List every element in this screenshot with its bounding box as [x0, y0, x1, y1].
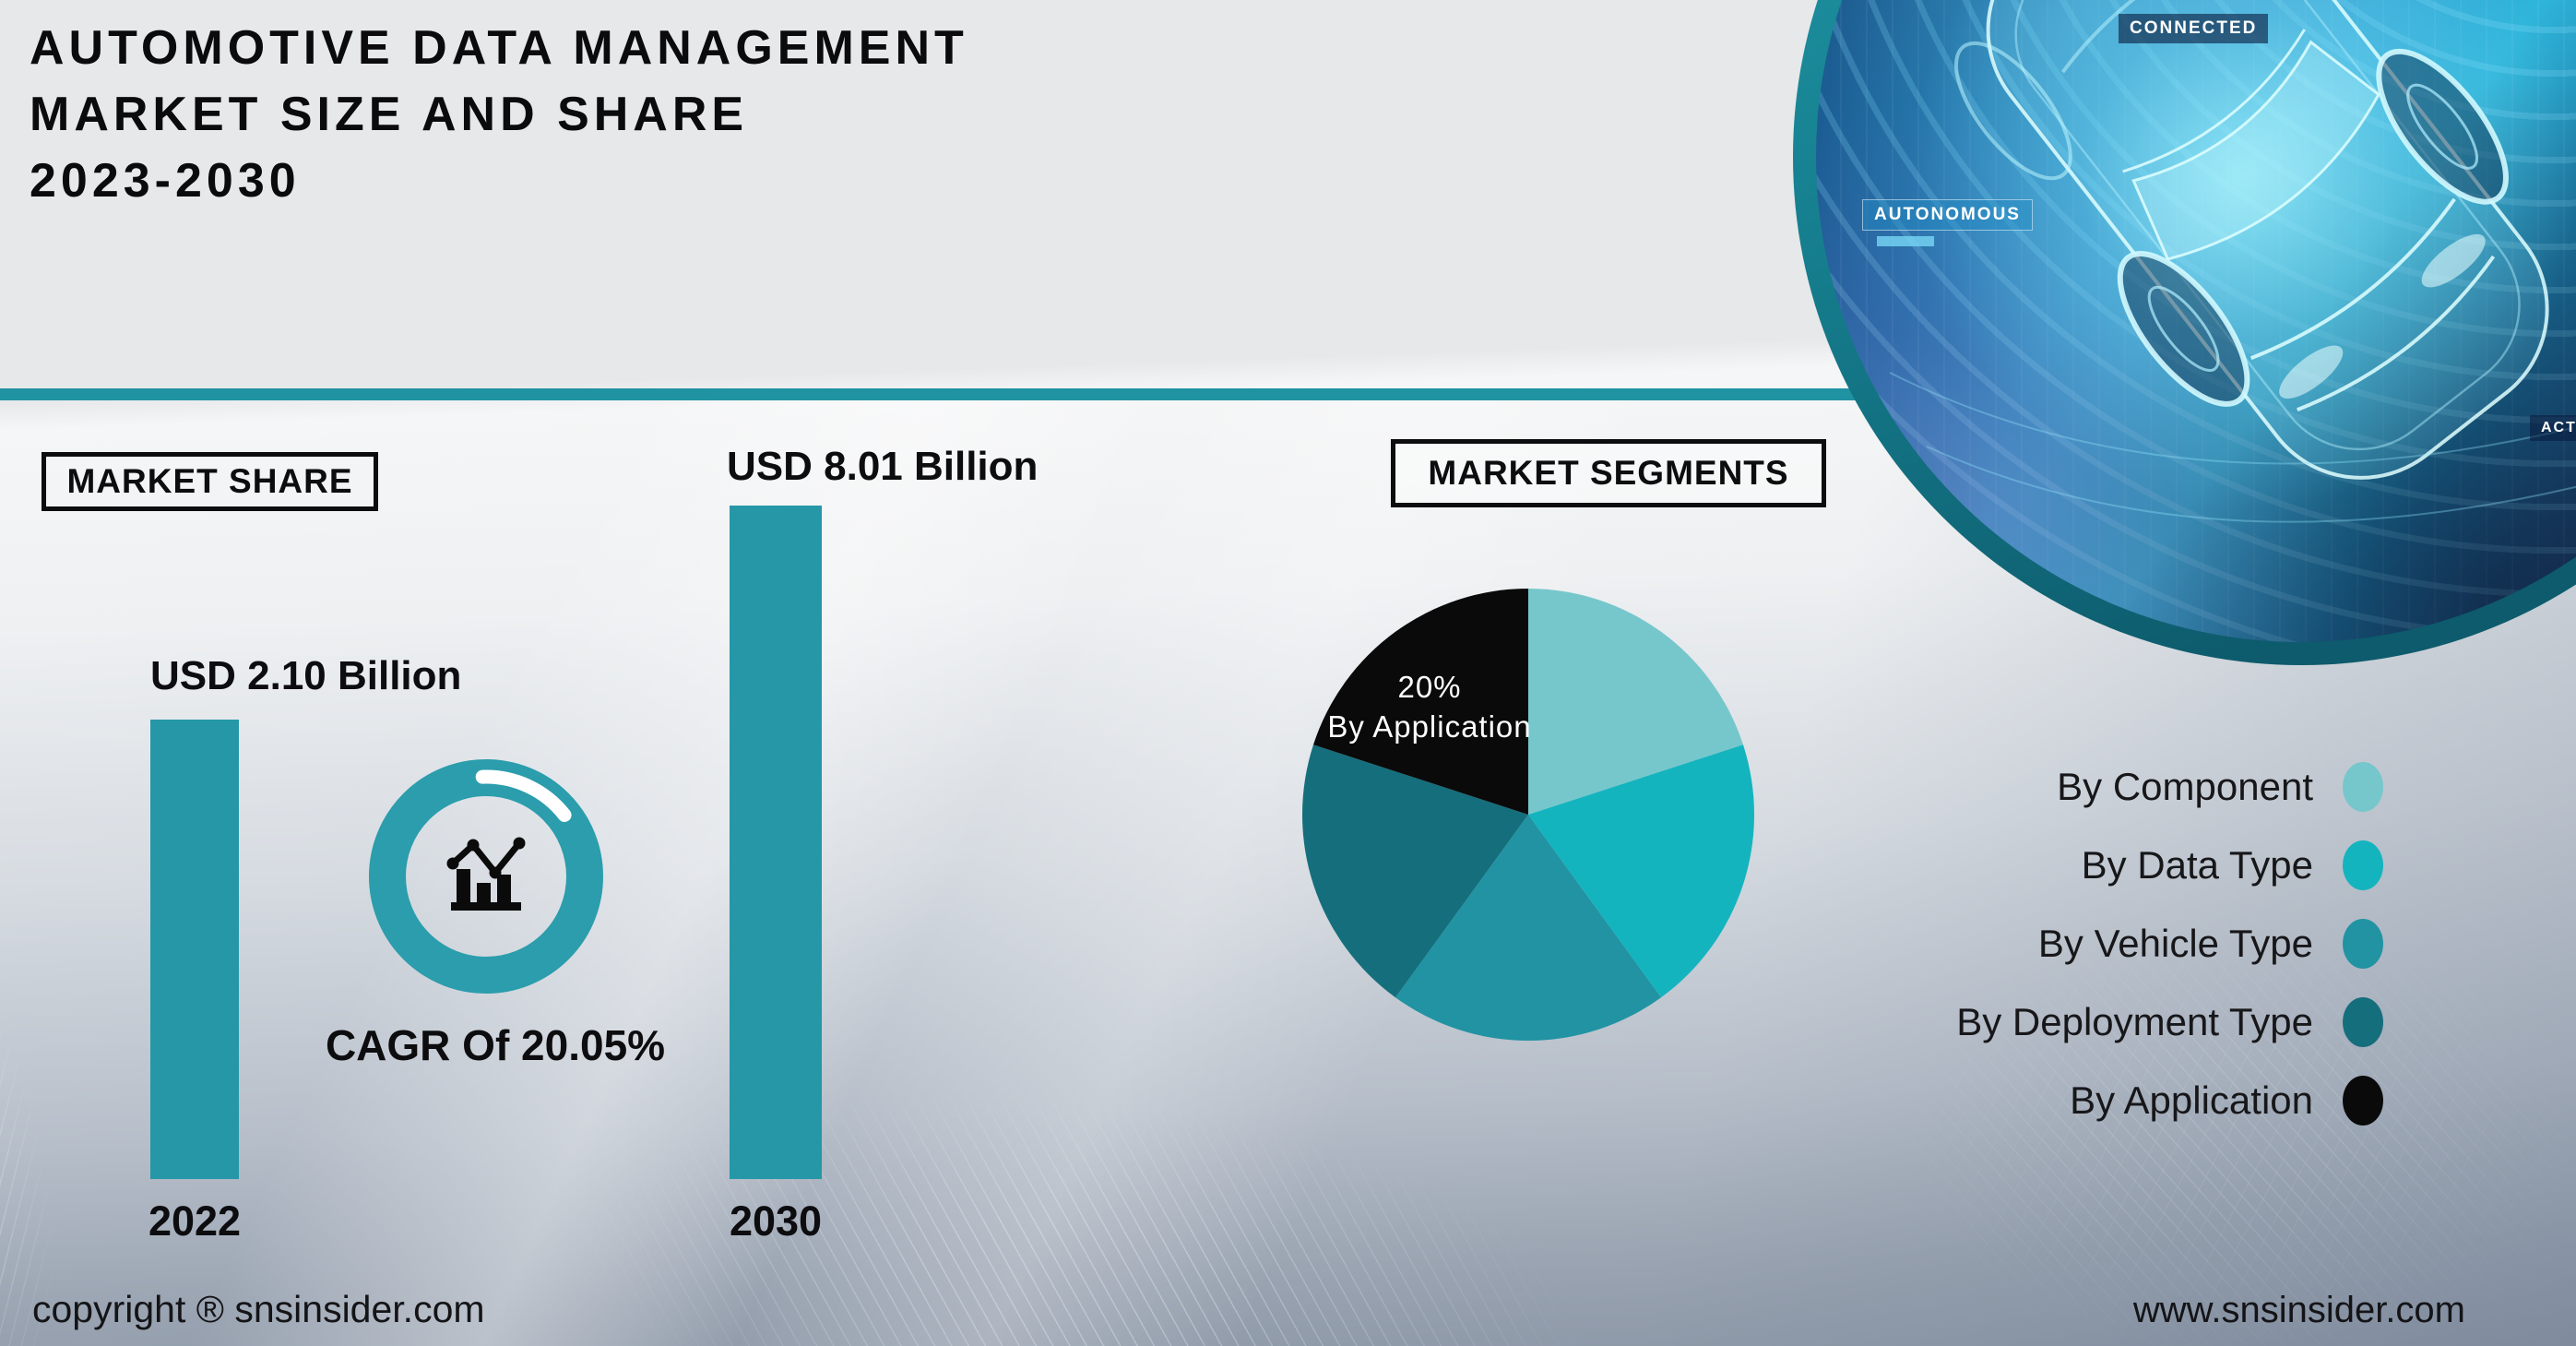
segments-legend: By Component By Data Type By Vehicle Typ…: [1956, 747, 2383, 1139]
legend-label: By Deployment Type: [1956, 999, 2313, 1043]
legend-label: By Application: [2070, 1078, 2313, 1122]
page-title-line-2: MARKET SIZE AND SHARE: [30, 88, 749, 141]
copyright-text: copyright ® snsinsider.com: [32, 1288, 485, 1330]
divider-rule: [0, 388, 1856, 400]
cagr-label: CAGR Of 20.05%: [325, 1021, 666, 1069]
legend-label: By Component: [2057, 764, 2313, 808]
pie-slice-callout: 20% By Application: [1277, 667, 1582, 746]
car-photo-circle: CONNECTED AUTONOMOUS ACTIVE: [1793, 0, 2576, 665]
bar-value-label-2022: USD 2.10 Billion: [150, 653, 462, 698]
market-segments-heading: MARKET SEGMENTS: [1428, 454, 1789, 492]
car-label-autonomous: AUTONOMOUS: [1862, 199, 2033, 231]
market-segments-heading-box: MARKET SEGMENTS: [1391, 439, 1826, 507]
background-fan-lines-bottom: [554, 1036, 1604, 1346]
legend-dot-data-type: [2343, 840, 2383, 890]
legend-row-application: By Application: [1983, 1061, 2383, 1139]
legend-row-data-type: By Data Type: [1983, 826, 2383, 904]
legend-row-component: By Component: [1983, 747, 2383, 826]
pie-slice-by-vehicle-type: [1395, 815, 1662, 1042]
bar-2022: [150, 720, 239, 1179]
segments-pie-chart: [1298, 584, 1759, 1045]
pie-slice-by-data-type: [1528, 744, 1755, 998]
page-title-line-3: 2023-2030: [30, 154, 301, 208]
bar-2030: [730, 506, 822, 1179]
legend-label: By Data Type: [2081, 842, 2313, 887]
legend-label: By Vehicle Type: [2037, 921, 2313, 965]
pie-slice-name: By Application: [1327, 709, 1532, 744]
pie-slice-by-application: [1312, 589, 1528, 815]
growth-chart-icon: [446, 837, 526, 911]
page-title-line-1: AUTOMOTIVE DATA MANAGEMENT: [30, 21, 968, 75]
pie-slice-by-component: [1528, 589, 1744, 815]
page-title: AUTOMOTIVE DATA MANAGEMENT MARKET SIZE A…: [30, 15, 968, 214]
pie-slice-by-deployment-type: [1301, 744, 1528, 998]
market-share-heading: MARKET SHARE: [66, 462, 353, 500]
car-label-active: ACTIVE: [2530, 415, 2576, 441]
market-share-heading-box: MARKET SHARE: [42, 452, 378, 511]
legend-dot-application: [2343, 1075, 2383, 1126]
legend-row-deployment-type: By Deployment Type: [1956, 983, 2383, 1061]
cagr-ring-highlight-arc: [475, 769, 572, 822]
car-label-connected: CONNECTED: [2119, 14, 2269, 43]
legend-dot-vehicle-type: [2343, 918, 2383, 969]
bar-year-label-2030: 2030: [729, 1197, 823, 1245]
bar-year-label-2022: 2022: [148, 1197, 242, 1245]
bar-value-label-2030: USD 8.01 Billion: [727, 444, 1039, 489]
website-text: www.snsinsider.com: [2132, 1290, 2465, 1330]
legend-dot-deployment-type: [2343, 996, 2383, 1047]
car-label-underline: [1877, 236, 1934, 246]
car-photo: CONNECTED AUTONOMOUS ACTIVE: [1816, 0, 2576, 642]
pie-slice-percent: 20%: [1397, 670, 1462, 704]
car-wireframe-graphic: [1889, 0, 2576, 523]
legend-row-vehicle-type: By Vehicle Type: [1983, 904, 2383, 983]
legend-dot-component: [2343, 761, 2383, 812]
